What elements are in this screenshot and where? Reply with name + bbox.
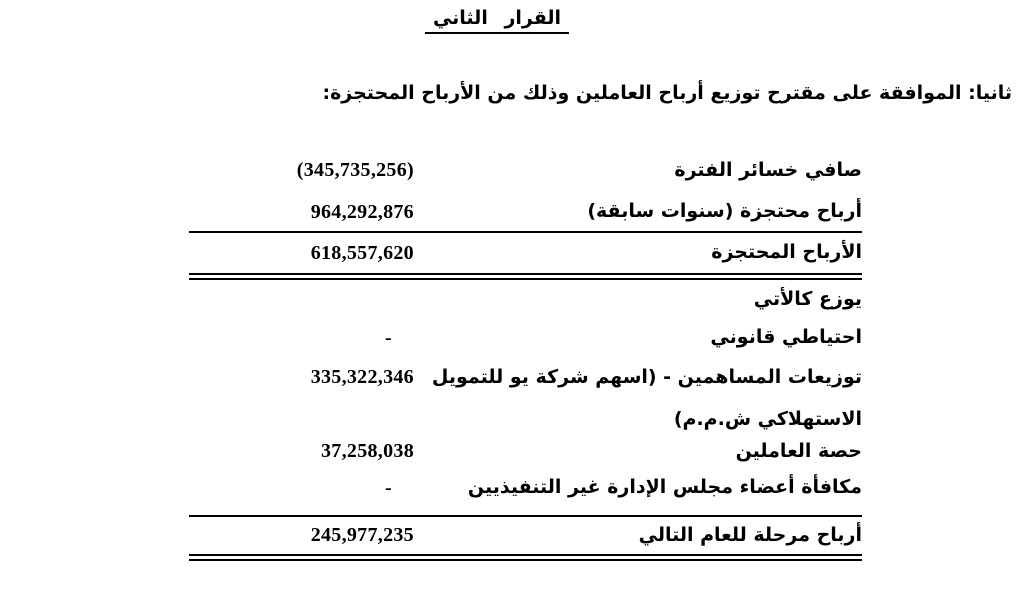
row-value: 335,322,346 — [310, 366, 414, 388]
row-value: - — [385, 326, 392, 349]
table-row-retained-earnings-prior: أرباح محتجزة (سنوات سابقة) 964,292,876 — [189, 193, 862, 231]
separator-line-single — [189, 231, 862, 233]
table-row-shareholder-distributions: توزيعات المساهمين - (اسهم شركة يو للتموي… — [189, 356, 862, 433]
profit-distribution-table: صافي خسائر الفترة (345,735,256) أرباح مح… — [189, 148, 862, 561]
table-row-employees-share: حصة العاملين 37,258,038 — [189, 433, 862, 470]
row-value: 37,258,038 — [321, 440, 414, 462]
table-row-legal-reserve: احتياطي قانوني - — [189, 320, 862, 356]
row-value: 964,292,876 — [310, 200, 414, 223]
table-row-net-losses: صافي خسائر الفترة (345,735,256) — [189, 148, 862, 193]
table-row-retained-earnings-total: الأرباح المحتجزة 618,557,620 — [189, 233, 862, 273]
row-label: يوزع كالأتي — [753, 288, 862, 311]
row-label: أرباح محتجزة (سنوات سابقة) — [587, 200, 862, 223]
row-label: أرباح مرحلة للعام التالي — [638, 523, 862, 546]
separator-line-double — [189, 554, 862, 561]
page-title-text: القرار الثاني — [424, 7, 570, 34]
row-value: (345,735,256) — [296, 159, 414, 181]
row-label: توزيعات المساهمين - (اسهم شركة يو للتموي… — [431, 366, 862, 430]
row-label: حصة العاملين — [735, 439, 862, 462]
row-label: الأرباح المحتجزة — [711, 241, 862, 264]
row-value: 245,977,235 — [310, 524, 414, 546]
separator-line-single — [189, 515, 862, 517]
row-label: صافي خسائر الفترة — [674, 158, 862, 181]
page-title: القرار الثاني — [0, 7, 1024, 34]
table-row-carried-forward: أرباح مرحلة للعام التالي 245,977,235 — [189, 517, 862, 554]
row-value: 618,557,620 — [310, 241, 414, 264]
row-label: احتياطي قانوني — [710, 326, 862, 349]
row-label: مكافأة أعضاء مجلس الإدارة غير التنفيذيين — [467, 476, 862, 499]
section-subtitle: ثانيا: الموافقة على مقترح توزيع أرباح ال… — [322, 82, 1012, 104]
table-row-distributed-as-follows: يوزع كالأتي — [189, 280, 862, 320]
table-row-board-remuneration: مكافأة أعضاء مجلس الإدارة غير التنفيذيين… — [189, 470, 862, 506]
row-value: - — [385, 476, 392, 499]
separator-line-double — [189, 273, 862, 280]
